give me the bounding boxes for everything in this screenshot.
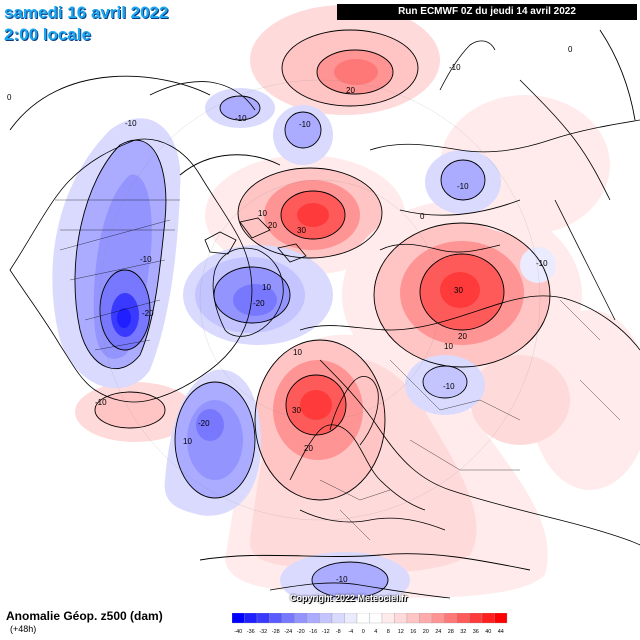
scale-label: -28 (272, 629, 280, 635)
contour-label: -10 (235, 114, 247, 123)
scale-label: 20 (423, 629, 429, 635)
anomaly-low-canadian-arctic (183, 245, 333, 345)
contour-label: -20 (198, 419, 210, 428)
contour-label: 10 (183, 437, 192, 446)
scale-swatch (481, 613, 495, 624)
scale-label: 16 (410, 629, 416, 635)
contour-label: 30 (297, 226, 306, 235)
scale-swatch (394, 613, 408, 624)
scale-swatch (306, 613, 320, 624)
anomaly-high-west-siberia (342, 200, 582, 390)
scale-label: 28 (448, 629, 454, 635)
scale-label: 8 (387, 629, 390, 635)
copyright: Copyright 2022 Meteociel.fr (290, 593, 408, 603)
contour-label: -10 (443, 382, 455, 391)
contour-label: 10 (262, 283, 271, 292)
scale-label: 24 (435, 629, 441, 635)
scale-swatch (281, 613, 295, 624)
contour-label: -10 (336, 575, 348, 584)
valid-time: 2:00 locale (4, 25, 91, 44)
contour-label: 20 (268, 221, 277, 230)
color-scale-swatches (232, 613, 508, 624)
anomaly-low-siberia (405, 150, 556, 415)
anomaly-low-atlantic (164, 369, 261, 516)
scale-swatch (256, 613, 270, 624)
scale-swatch (419, 613, 433, 624)
anomaly-high-bering (250, 5, 440, 115)
anomaly-low-north-america (52, 118, 181, 389)
scale-label: -16 (309, 629, 317, 635)
graticule (99, 79, 541, 521)
contour-label: 30 (454, 286, 463, 295)
contour-lines (9, 29, 636, 599)
scale-swatch (456, 613, 470, 624)
scale-label: -8 (336, 629, 341, 635)
scale-swatch (232, 613, 245, 624)
scale-swatch (319, 613, 333, 624)
scale-label: 4 (374, 629, 377, 635)
scale-swatch (381, 613, 395, 624)
scale-swatch (406, 613, 420, 624)
scale-label: -24 (284, 629, 292, 635)
contour-label: -10 (125, 119, 137, 128)
scale-swatch (431, 613, 445, 624)
run-banner: Run ECMWF 0Z du jeudi 14 avril 2022 (337, 4, 637, 20)
scale-label: -20 (297, 629, 305, 635)
contour-label: -20 (253, 299, 265, 308)
scale-label: -32 (259, 629, 267, 635)
contour-label: -10 (457, 182, 469, 191)
contour-label: 10 (444, 342, 453, 351)
contour-label: -10 (140, 255, 152, 264)
variable-title: Anomalie Géop. z500 (dam) (6, 609, 163, 623)
contour-label: 0 (568, 45, 573, 54)
valid-date: samedi 16 avril 2022 (4, 3, 169, 22)
scale-label: -12 (322, 629, 330, 635)
contour-label: -10 (299, 120, 311, 129)
anomaly-high-chukotka (205, 155, 405, 275)
scale-label: 44 (498, 629, 504, 635)
scale-label: -40 (234, 629, 242, 635)
scale-label: -36 (247, 629, 255, 635)
contour-label: 0 (7, 93, 12, 102)
contour-label: -10 (95, 398, 107, 407)
contour-labels: -10 -10 -10 -10 -10 -10 -10 -10 -10 -10 … (7, 45, 573, 584)
scale-swatch (469, 613, 483, 624)
scale-swatch (356, 613, 370, 624)
borders (55, 199, 621, 541)
contour-label: 30 (292, 406, 301, 415)
contour-label: 10 (258, 209, 267, 218)
scale-swatch (344, 613, 358, 624)
scale-swatch (269, 613, 283, 624)
scale-label: -4 (348, 629, 353, 635)
contour-label: -10 (536, 259, 548, 268)
scale-label: 36 (473, 629, 479, 635)
scale-swatch (369, 613, 383, 624)
scale-label: 12 (398, 629, 404, 635)
contour-label: -20 (142, 309, 154, 318)
contour-label: 20 (304, 444, 313, 453)
scale-swatch (331, 613, 345, 624)
scale-label: 32 (460, 629, 466, 635)
scale-swatch (494, 613, 508, 624)
scale-label: 0 (362, 629, 365, 635)
contour-label: -10 (449, 63, 461, 72)
scale-swatch (444, 613, 458, 624)
contour-label: 10 (293, 348, 302, 357)
scale-swatch (244, 613, 258, 624)
contour-label: 20 (346, 86, 355, 95)
color-scale: -40 -36 -32 -28 -24 -20 -16 -12 -8 -4 0 4 8 12 16 20 24 2… (232, 613, 508, 635)
contour-label: 0 (420, 212, 425, 221)
coastlines (9, 40, 640, 599)
color-scale-labels: -40 -36 -32 -28 -24 -20 -16 -12 -8 -4 0 4 8 12 16 20 24 2… (234, 629, 504, 635)
scale-label: 40 (485, 629, 491, 635)
scale-swatch (294, 613, 308, 624)
geopotential-anomaly-map: -10 -10 -10 -10 -10 -10 -10 -10 -10 -10 … (7, 5, 640, 600)
contour-label: 20 (458, 332, 467, 341)
lead-time: (+48h) (10, 624, 37, 634)
